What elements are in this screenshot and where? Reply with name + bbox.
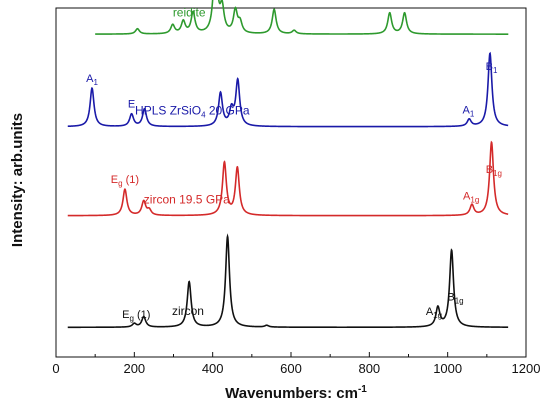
x-tick-label-5: 1000 (433, 361, 462, 376)
series-label-hpls-part-1: 4 (201, 110, 206, 119)
y-axis-title: Intensity: arb.units (9, 113, 26, 247)
series-label-zircon-part-0: zircon (172, 304, 204, 318)
peak-label-zircon-1-part-1: 1g (433, 311, 442, 320)
peak-label-zircon_19-0-part-1: g (118, 179, 122, 188)
x-axis-tick-labels: 0 200 400 600 800 1000 1200 (52, 361, 540, 376)
series-label-zircon: zircon (172, 304, 204, 318)
peak-label-zircon-2-part-0: B (447, 292, 454, 304)
series-label-reidite-part-0: reidite (173, 6, 206, 20)
peak-label-hpls-2-part-0: A (463, 105, 471, 117)
x-axis-title: Wavenumbers: cm-1 (225, 384, 367, 402)
peak-label-zircon_19-2-part-1: 1g (493, 169, 502, 178)
x-axis-ticks (55, 352, 527, 357)
series-label-layer: reidite HPLS ZrSiO4 20 GPa zircon 19.5 GPa… (135, 6, 250, 318)
peak-label-zircon_19-1-part-1: 1g (470, 195, 479, 204)
peak-label-hpls-3-part-1: 1 (493, 66, 498, 75)
x-tick-label-4: 800 (358, 361, 380, 376)
peak-label-zircon_19-0-part-0: E (111, 174, 118, 186)
peak-label-zircon_19-1: A1g (463, 190, 479, 204)
peak-label-zircon-2: B1g (447, 292, 463, 306)
x-tick-label-2: 400 (202, 361, 224, 376)
peak-label-zircon-0-part-0: E (122, 309, 129, 321)
series-line-hpls (67, 51, 509, 128)
series-line-zircon (67, 233, 509, 329)
peak-label-zircon_19-2-part-0: B (486, 164, 493, 176)
x-tick-label-6: 1200 (512, 361, 541, 376)
peak-label-zircon-0-part-1: g (129, 314, 133, 323)
series-label-hpls-part-0: HPLS ZrSiO (135, 103, 201, 117)
peak-label-zircon_19-0: Eg (1) (111, 174, 139, 188)
peak-label-hpls-0-part-1: 1 (93, 78, 98, 87)
peak-label-zircon-0: Eg (1) (122, 309, 150, 323)
series-label-hpls: HPLS ZrSiO4 20 GPa (135, 103, 250, 119)
series-line-reidite (95, 0, 509, 35)
series-line-zircon_19 (67, 140, 509, 217)
peak-label-hpls-2: A1 (463, 105, 475, 119)
peak-label-zircon-1: A1g (426, 306, 442, 320)
peak-label-zircon_19-0-part-2: (1) (123, 174, 140, 186)
x-tick-label-0: 0 (52, 361, 59, 376)
series-label-zircon_19: zircon 19.5 GPa (144, 192, 230, 206)
peak-label-zircon-1-part-0: A (426, 306, 434, 318)
x-tick-label-1: 200 (123, 361, 145, 376)
peak-label-hpls-3-part-0: B (486, 61, 493, 73)
peak-label-zircon-0-part-2: (1) (134, 309, 151, 321)
x-tick-label-3: 600 (280, 361, 302, 376)
peak-label-hpls-3: B1 (486, 61, 498, 75)
x-axis-title-superscript: -1 (358, 384, 367, 395)
peak-label-zircon_19-2: B1g (486, 164, 502, 178)
series-label-reidite: reidite (173, 6, 206, 20)
peak-label-hpls-1: E (128, 99, 135, 111)
peak-label-hpls-1-part-0: E (128, 99, 135, 111)
series-label-hpls-part-2: 20 GPa (206, 103, 250, 117)
peak-label-zircon-2-part-1: 1g (455, 297, 464, 306)
series-layer (67, 0, 509, 329)
peak-label-hpls-0: A1 (86, 73, 98, 87)
peak-label-zircon_19-1-part-0: A (463, 190, 471, 202)
series-label-zircon_19-part-0: zircon 19.5 GPa (144, 192, 230, 206)
x-axis-title-text: Wavenumbers: cm (225, 385, 358, 402)
peak-label-hpls-0-part-0: A (86, 73, 94, 85)
peak-label-hpls-2-part-1: 1 (470, 110, 475, 119)
